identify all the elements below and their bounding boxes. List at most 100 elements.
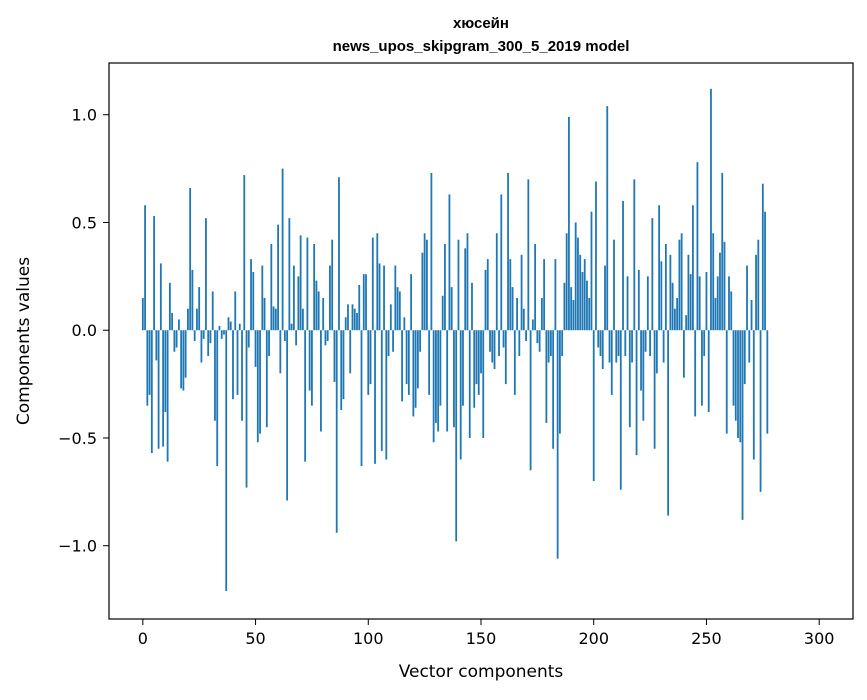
bar: [374, 330, 376, 464]
bar: [750, 300, 753, 331]
bar: [207, 330, 210, 357]
bar: [450, 287, 453, 331]
bar: [484, 269, 487, 331]
bar: [737, 330, 739, 438]
bar: [730, 291, 733, 331]
bar: [274, 308, 277, 331]
bar: [421, 252, 424, 331]
bar: [396, 287, 399, 331]
bar: [369, 330, 372, 385]
bar: [283, 330, 286, 341]
bar: [714, 297, 717, 331]
bar: [295, 330, 298, 346]
bar: [333, 330, 336, 382]
bar: [254, 330, 257, 367]
bar: [651, 218, 654, 331]
bar: [712, 233, 715, 331]
bar: [468, 330, 471, 438]
bar: [277, 224, 279, 331]
bar: [761, 183, 764, 331]
bar: [462, 330, 464, 406]
y-axis-label: Components values: [14, 257, 34, 425]
bars-group: [141, 88, 769, 591]
bar: [597, 330, 600, 348]
plot-area-frame: [108, 62, 854, 620]
bar: [308, 330, 311, 391]
bar: [489, 330, 491, 352]
bar: [238, 323, 241, 331]
bar: [419, 330, 422, 352]
bar: [728, 276, 730, 331]
bar: [279, 330, 282, 374]
bar: [229, 321, 232, 331]
bar: [646, 276, 649, 331]
bar: [534, 244, 537, 331]
bar: [502, 330, 505, 348]
bar: [243, 175, 246, 331]
bar: [755, 254, 757, 331]
bar: [198, 287, 201, 331]
bar: [660, 261, 663, 331]
bar: [444, 244, 446, 331]
bar: [407, 330, 410, 395]
bar: [182, 330, 185, 391]
bar: [482, 330, 485, 438]
x-tick-label: 150: [466, 629, 497, 648]
bar: [678, 239, 681, 331]
bar: [196, 308, 198, 331]
bar: [545, 330, 548, 423]
bar: [459, 330, 462, 460]
bar: [599, 330, 602, 357]
bar: [261, 265, 264, 331]
bar: [664, 244, 667, 331]
bar: [606, 106, 609, 331]
bar: [633, 179, 636, 331]
bar: [471, 282, 473, 331]
bar: [414, 330, 417, 408]
bar: [617, 330, 620, 357]
bar: [588, 297, 591, 331]
bar: [516, 297, 518, 331]
y-tick-label: 1.0: [72, 106, 97, 125]
x-tick-label: 50: [245, 629, 265, 648]
y-tick-label: −0.5: [58, 429, 97, 448]
bar: [385, 330, 388, 460]
bar: [592, 330, 595, 482]
bar: [306, 237, 309, 331]
bar: [743, 330, 746, 385]
bar: [707, 330, 710, 413]
bar: [554, 259, 557, 331]
bar: [184, 330, 187, 378]
bar: [410, 274, 413, 331]
bar: [716, 276, 719, 331]
x-tick-label: 100: [353, 629, 384, 648]
x-tick-label: 0: [138, 629, 148, 648]
bar: [457, 239, 460, 331]
bar: [493, 330, 496, 370]
bar: [601, 330, 604, 370]
bar: [315, 280, 318, 331]
bar: [220, 330, 223, 339]
x-tick-label: 200: [578, 629, 609, 648]
y-tick-label: 0.0: [72, 321, 97, 340]
bar: [252, 272, 255, 331]
bar: [241, 330, 243, 421]
bar: [635, 330, 638, 456]
bar: [347, 304, 349, 331]
bar: [486, 259, 489, 331]
bar: [344, 317, 347, 331]
bar: [725, 330, 728, 434]
bar: [455, 330, 458, 542]
bar: [622, 200, 624, 331]
bar: [568, 116, 570, 331]
bar: [710, 88, 712, 331]
bar: [353, 308, 356, 331]
bar: [299, 235, 302, 331]
bar: [416, 330, 419, 389]
bar: [236, 330, 239, 395]
bar: [721, 172, 724, 331]
bar: [549, 330, 552, 357]
bar: [365, 274, 367, 331]
bar: [673, 308, 676, 331]
bar: [547, 330, 550, 363]
